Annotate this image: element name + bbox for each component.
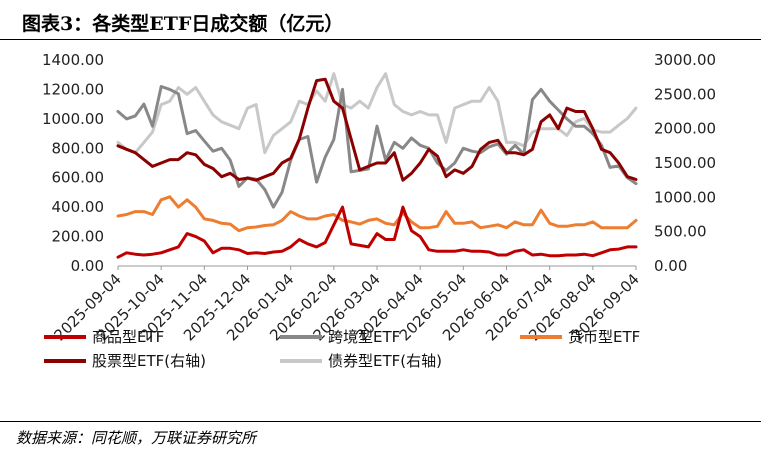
y-right-tick-label: 3000.00 [654,51,716,69]
y-left-tick-label: 0.00 [71,257,104,275]
series-line-3 [116,195,638,233]
y-left-tick-label: 1200.00 [42,80,104,98]
series-layer [116,72,638,259]
source-bar: 数据来源：同花顺，万联证券研究所 [0,421,761,450]
y-left-tick-label: 1000.00 [42,110,104,128]
y-right-tick-label: 1500.00 [654,154,716,172]
legend-label: 商品型ETF [92,328,164,346]
y-axis-left: 0.00 200.00 400.00 600.00 800.00 1000.00 1200.… [42,51,104,275]
y-left-tick-label: 800.00 [52,139,105,157]
y-right-tick-label: 0.00 [654,257,687,275]
series-line-4 [116,77,638,182]
legend: 商品型ETF 跨境型ETF 货币型ETF 股票型ETF(右轴) 债券型ETF(右轴) [44,328,640,370]
y-left-tick-label: 600.00 [52,169,105,187]
series-line-1 [116,205,638,259]
y-left-tick-label: 1400.00 [42,51,104,69]
y-axis-right: 0.00 500.00 1000.00 1500.00 2000.00 2500.00 30… [654,51,716,275]
legend-label: 跨境型ETF [328,328,400,346]
y-left-tick-label: 400.00 [52,198,105,216]
legend-label: 债券型ETF(右轴) [328,352,442,370]
series-line-2 [116,85,638,209]
y-left-tick-label: 200.00 [52,228,105,246]
source-note: 数据来源：同花顺，万联证券研究所 [16,429,257,447]
y-right-tick-label: 2000.00 [654,120,716,138]
legend-label: 股票型ETF(右轴) [92,352,206,370]
legend-label: 货币型ETF [568,328,640,346]
y-right-tick-label: 2500.00 [654,85,716,103]
series-line-5 [116,72,638,155]
title-bar: 图表3：各类型ETF日成交额（亿元） [0,0,761,40]
y-right-tick-label: 1000.00 [654,188,716,206]
chart-title: 图表3：各类型ETF日成交额（亿元） [22,13,344,35]
chart: 0.00 200.00 400.00 600.00 800.00 1000.00 1200.… [42,51,716,370]
y-right-tick-label: 500.00 [654,223,707,241]
